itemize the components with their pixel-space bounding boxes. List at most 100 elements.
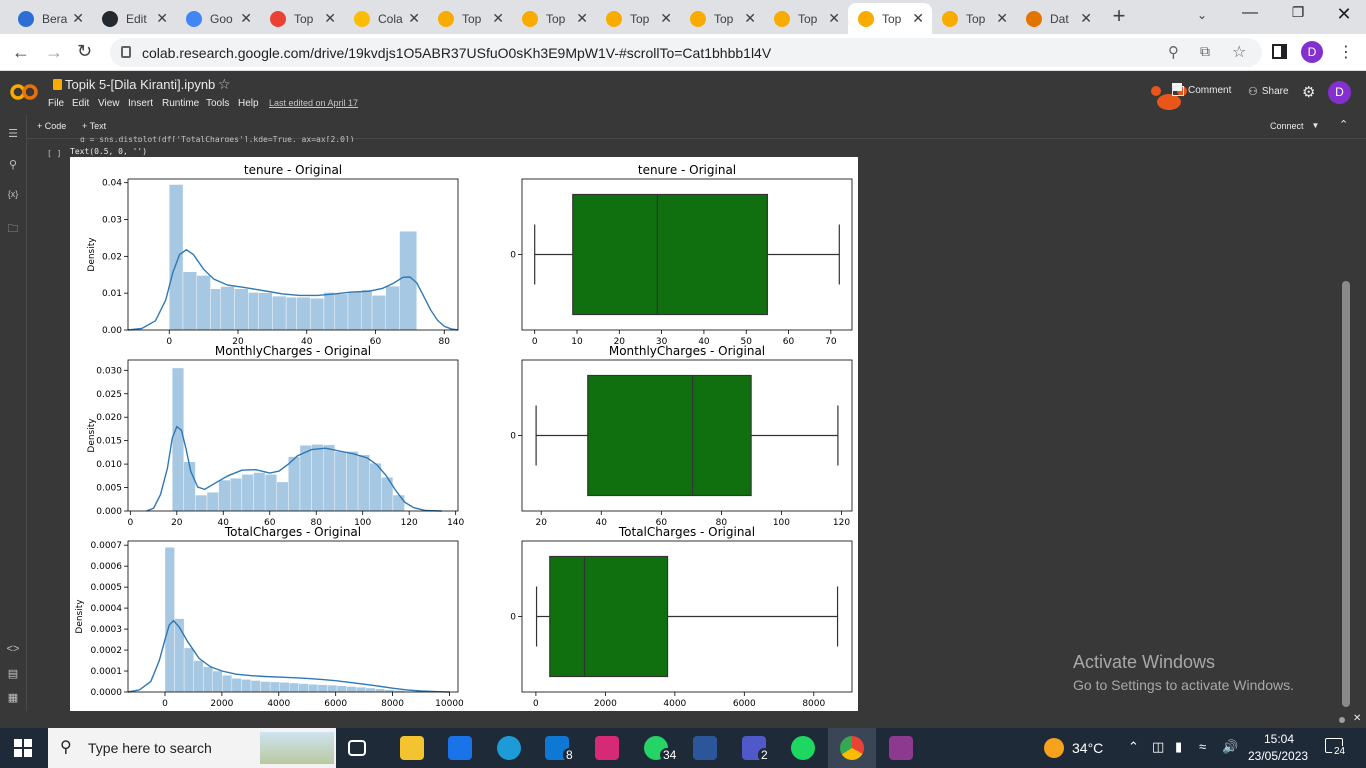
tab-close-icon[interactable]: ✕ xyxy=(324,10,336,26)
file-explorer-icon[interactable] xyxy=(400,736,424,760)
menu-tools[interactable]: Tools xyxy=(206,98,230,109)
weather-text[interactable]: 34°C xyxy=(1072,740,1104,756)
browser-tab-0[interactable]: Bera ✕ xyxy=(8,3,92,34)
browser-menu-icon[interactable]: ⋮ xyxy=(1338,44,1354,61)
network-icon[interactable]: ◫ xyxy=(1152,739,1165,754)
cell-run-bracket[interactable]: [ ] xyxy=(47,149,62,158)
profile-avatar[interactable]: D xyxy=(1301,41,1323,63)
browser-tab-12[interactable]: Dat ✕ xyxy=(1016,3,1100,34)
hist-bar xyxy=(241,474,254,512)
address-bar[interactable]: colab.research.google.com/drive/19kvdjs1… xyxy=(110,38,1262,67)
code-snippets-icon[interactable]: <> xyxy=(6,643,20,655)
browser-tab-1[interactable]: Edit ✕ xyxy=(92,3,176,34)
tab-close-icon[interactable]: ✕ xyxy=(156,10,168,26)
tab-close-icon[interactable]: ✕ xyxy=(660,10,672,26)
last-edited-link[interactable]: Last edited on April 17 xyxy=(269,98,359,108)
word-icon[interactable] xyxy=(693,736,717,760)
tab-favicon-icon xyxy=(186,10,202,27)
settings-gear-icon[interactable]: ⚙ xyxy=(1302,84,1316,101)
x-tick-label: 8000 xyxy=(802,699,825,709)
new-tab-button[interactable]: + xyxy=(1112,3,1126,28)
tab-close-icon[interactable]: ✕ xyxy=(72,10,84,26)
colab-logo-icon[interactable] xyxy=(10,83,38,101)
volume-icon[interactable]: 🔊 xyxy=(1222,739,1239,754)
tab-close-icon[interactable]: ✕ xyxy=(828,10,840,26)
y-tick-label: 0.0000 xyxy=(91,688,123,698)
winrar-icon[interactable] xyxy=(889,736,913,760)
windows-start-icon[interactable] xyxy=(14,739,32,757)
minimize-button[interactable]: — xyxy=(1242,4,1258,21)
browser-tab-7[interactable]: Top ✕ xyxy=(596,3,680,34)
share-page-icon[interactable]: ⧉ xyxy=(1200,43,1210,59)
add-text-button[interactable]: + Text xyxy=(82,121,107,131)
bookmark-star-icon[interactable]: ☆ xyxy=(1232,44,1247,61)
tab-close-icon[interactable]: ✕ xyxy=(1080,10,1092,26)
command-palette-icon[interactable]: ▤ xyxy=(7,668,19,680)
zoom-icon[interactable]: ⚲ xyxy=(1168,44,1179,61)
browser-tab-9[interactable]: Top ✕ xyxy=(764,3,848,34)
lock-icon[interactable] xyxy=(121,46,131,58)
task-view-icon[interactable] xyxy=(348,740,366,756)
scrollbar-thumb[interactable] xyxy=(1342,281,1350,707)
spotify-icon[interactable] xyxy=(791,736,815,760)
store-icon[interactable] xyxy=(448,736,472,760)
back-icon[interactable]: ← xyxy=(12,42,30,62)
notebook-title[interactable]: Topik 5-[Dila Kiranti].ipynb xyxy=(65,77,216,92)
share-button[interactable]: ⚇ Share xyxy=(1248,85,1289,98)
vertical-scrollbar[interactable] xyxy=(1339,139,1353,711)
wifi-icon[interactable]: ≈ xyxy=(1199,739,1207,754)
browser-tab-4[interactable]: Cola ✕ xyxy=(344,3,428,34)
add-code-button[interactable]: + Code xyxy=(37,121,67,131)
close-window-button[interactable]: ✕ xyxy=(1336,4,1352,24)
menu-help[interactable]: Help xyxy=(238,98,259,109)
collapse-header-icon[interactable]: ⌃ xyxy=(1339,119,1349,131)
url-text[interactable]: colab.research.google.com/drive/19kvdjs1… xyxy=(142,45,772,61)
tab-close-icon[interactable]: ✕ xyxy=(744,10,756,26)
tab-close-icon[interactable]: ✕ xyxy=(912,10,924,26)
tab-label: Top xyxy=(546,11,566,26)
menu-view[interactable]: View xyxy=(98,98,120,109)
tab-close-icon[interactable]: ✕ xyxy=(240,10,252,26)
weather-icon[interactable] xyxy=(1044,738,1064,758)
browser-tab-8[interactable]: Top ✕ xyxy=(680,3,764,34)
tab-close-icon[interactable]: ✕ xyxy=(492,10,504,26)
chrome-icon[interactable] xyxy=(840,736,864,760)
table-of-contents-icon[interactable]: ☰ xyxy=(8,128,18,140)
x-tick-label: 6000 xyxy=(733,699,756,709)
instagram-icon[interactable] xyxy=(595,736,619,760)
forward-icon[interactable]: → xyxy=(45,42,63,62)
clock-time[interactable]: 15:04 xyxy=(1264,732,1295,746)
taskbar-search[interactable]: ⚲ Type here to search xyxy=(48,728,336,768)
close-status-icon[interactable]: ✕ xyxy=(1353,713,1362,724)
reload-icon[interactable]: ↻ xyxy=(77,41,93,61)
edge-icon[interactable] xyxy=(497,736,521,760)
browser-tab-6[interactable]: Top ✕ xyxy=(512,3,596,34)
search-icon[interactable]: ⚲ xyxy=(8,159,18,171)
menu-file[interactable]: File xyxy=(48,98,65,109)
browser-tab-5[interactable]: Top ✕ xyxy=(428,3,512,34)
tab-label: Cola xyxy=(378,11,403,26)
browser-tab-11[interactable]: Top ✕ xyxy=(932,3,1016,34)
colab-avatar[interactable]: D xyxy=(1328,81,1351,104)
battery-icon[interactable]: ▮ xyxy=(1175,739,1183,754)
tab-close-icon[interactable]: ✕ xyxy=(996,10,1008,26)
sidepanel-icon[interactable] xyxy=(1272,44,1287,59)
comment-button[interactable]: Comment xyxy=(1172,85,1231,96)
browser-tab-10[interactable]: Top ✕ xyxy=(848,3,932,34)
tab-close-icon[interactable]: ✕ xyxy=(408,10,420,26)
folder-icon[interactable]: 🗀 xyxy=(7,223,19,235)
tray-chevron-icon[interactable]: ⌃ xyxy=(1128,739,1139,754)
menu-edit[interactable]: Edit xyxy=(72,98,90,109)
menu-runtime[interactable]: Runtime xyxy=(162,98,200,109)
menu-insert[interactable]: Insert xyxy=(128,98,154,109)
clock-date[interactable]: 23/05/2023 xyxy=(1248,749,1309,763)
tab-search-icon[interactable]: ⌄ xyxy=(1197,8,1208,22)
terminal-icon[interactable]: ▦ xyxy=(7,692,19,704)
tab-close-icon[interactable]: ✕ xyxy=(576,10,588,26)
restore-button[interactable]: ❐ xyxy=(1291,4,1305,20)
browser-tab-2[interactable]: Goo ✕ xyxy=(176,3,260,34)
variables-icon[interactable]: {x} xyxy=(7,189,19,199)
star-icon[interactable]: ☆ xyxy=(218,76,231,92)
connect-button[interactable]: Connect ▼ xyxy=(1270,121,1319,131)
browser-tab-3[interactable]: Top ✕ xyxy=(260,3,344,34)
